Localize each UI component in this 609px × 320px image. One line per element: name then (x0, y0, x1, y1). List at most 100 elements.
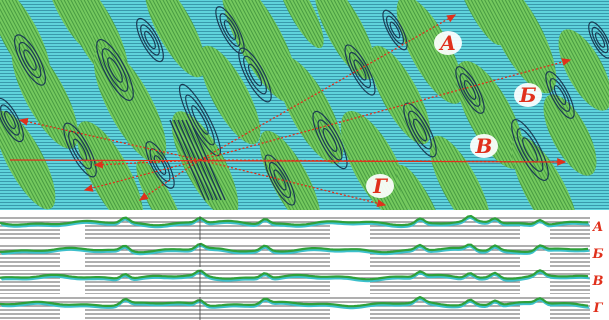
contour-line (191, 105, 209, 135)
contour-line (382, 9, 408, 51)
map-label: Г (372, 174, 388, 198)
ray-path (199, 14, 457, 161)
contour-line (273, 169, 287, 191)
green-anomaly (93, 46, 167, 164)
profile-label-box (590, 243, 609, 267)
contour-line (322, 127, 338, 153)
green-anomaly (396, 164, 444, 210)
label-halo (470, 134, 498, 158)
contour-line (185, 119, 222, 201)
green-anomaly (136, 159, 184, 210)
contour-line (243, 55, 267, 95)
contour-line (317, 119, 343, 161)
profile-strip: В (0, 269, 609, 294)
green-anomaly (199, 45, 261, 145)
profile-horizon (0, 242, 589, 254)
contour-line (591, 26, 609, 54)
map-label: А (438, 31, 456, 55)
profile-hatch (0, 243, 590, 267)
profile-hatch (0, 270, 590, 294)
green-anomaly (456, 0, 504, 46)
profile-gap (520, 224, 550, 240)
contour-line (353, 59, 367, 81)
green-anomaly (396, 0, 464, 104)
profile-gap (60, 224, 85, 240)
profile-gap (330, 224, 370, 240)
contour-line (101, 48, 129, 92)
green-anomaly (11, 41, 79, 149)
contour-line (215, 6, 245, 54)
green-anomaly (276, 0, 324, 49)
profile-gap (330, 278, 370, 294)
green-anomaly (483, 0, 557, 94)
profile-gap (520, 251, 550, 267)
contour-line (348, 51, 372, 89)
profile-gap (520, 305, 550, 320)
profile-hatch (0, 297, 590, 320)
contour-line (389, 21, 401, 39)
ray-path (18, 117, 201, 161)
green-anomaly (276, 56, 344, 164)
green-anomaly (144, 0, 206, 78)
ray-path (138, 159, 201, 201)
green-anomaly (558, 29, 609, 111)
contour-line (463, 80, 477, 100)
contour-line (189, 119, 226, 201)
profile-horizon (0, 295, 589, 308)
contour-line (0, 97, 24, 143)
profile-gap (330, 305, 370, 320)
green-anomaly (259, 130, 321, 210)
contour-line (455, 66, 485, 114)
profile-gap (60, 305, 85, 320)
profile-gap (60, 278, 85, 294)
contour-line (4, 110, 16, 130)
contour-line (223, 20, 237, 40)
contour-line (408, 110, 432, 150)
ray-path (9, 159, 566, 163)
green-anomaly (46, 0, 94, 51)
contour-line (594, 32, 606, 48)
contour-line (153, 155, 167, 175)
profile-label-box (590, 297, 609, 320)
contour-line (403, 102, 437, 158)
profile-gap (520, 278, 550, 294)
map-label: Б (518, 83, 536, 107)
profile-label: Г (593, 301, 604, 316)
contour-line (136, 17, 164, 63)
contour-lines (0, 6, 609, 206)
green-anomaly (543, 94, 597, 176)
green-anomaly (76, 121, 144, 210)
contour-line (545, 71, 575, 119)
contour-line (511, 119, 549, 181)
label-halo (434, 31, 462, 55)
contour-line (96, 39, 134, 101)
contour-line (140, 24, 160, 56)
contour-line (516, 128, 544, 172)
profile-horizon (0, 214, 589, 227)
profile-gap (60, 251, 85, 267)
panel-divider (0, 210, 609, 214)
profile-label-box (590, 216, 609, 240)
contour-line (312, 110, 348, 170)
contour-line (588, 21, 609, 59)
contour-line (247, 63, 263, 87)
label-halo (366, 174, 394, 198)
profile-strip: Б (0, 242, 609, 267)
contour-line (268, 161, 292, 199)
map-panel: А Б В Г (0, 0, 609, 210)
map-label: В (475, 134, 493, 158)
contour-line (107, 57, 123, 83)
contour-line (412, 118, 428, 142)
contour-line (264, 154, 296, 206)
profile-strip: Г (0, 295, 609, 320)
label-halo (514, 83, 542, 107)
contour-line (344, 44, 376, 96)
contour-line (0, 104, 20, 136)
ray-paths (9, 14, 572, 207)
profile-label: А (592, 220, 604, 235)
profile-label: Б (591, 247, 603, 262)
contour-line (23, 49, 37, 71)
contour-line (219, 13, 241, 47)
profile-strip: А (0, 214, 609, 240)
